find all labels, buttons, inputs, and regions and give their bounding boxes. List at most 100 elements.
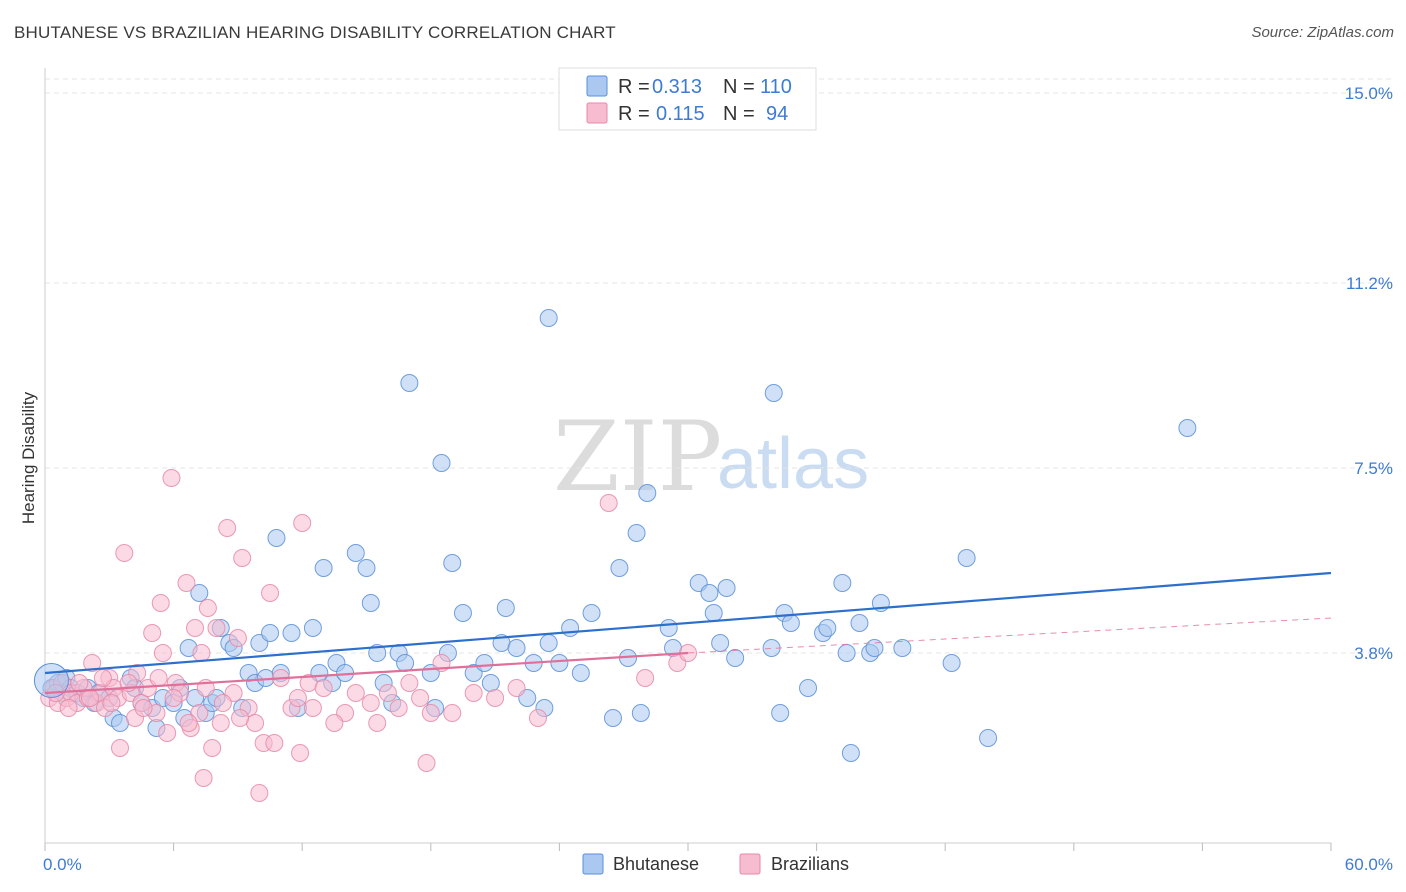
brazilians-point (246, 714, 265, 732)
brazilians-point (528, 709, 547, 727)
source-label: Source: ZipAtlas.com (1251, 24, 1394, 41)
bhutanese-point (818, 619, 837, 637)
brazilians-point (288, 689, 307, 707)
brazilians-point (102, 694, 121, 712)
bhutanese-point (726, 649, 745, 667)
brazilians-point (83, 654, 102, 672)
brazilians-point (158, 724, 177, 742)
brazilians-point (111, 739, 130, 757)
brazilians-point (162, 469, 181, 487)
bhutanese-point (432, 454, 451, 472)
brazilians-point (231, 709, 250, 727)
brazilians-point (228, 629, 247, 647)
brazilians-point (93, 669, 112, 687)
bottom-legend-label-bhutanese: Bhutanese (613, 854, 699, 874)
legend-r-label-0: R = (618, 76, 650, 98)
bhutanese-point (475, 654, 494, 672)
bhutanese-point (496, 599, 515, 617)
brazilians-point (261, 584, 280, 602)
bottom-legend-label-brazilians: Brazilians (771, 854, 849, 874)
bhutanese-point (282, 624, 301, 642)
bhutanese-point (942, 654, 961, 672)
brazilians-point (486, 689, 505, 707)
brazilians-point (464, 684, 483, 702)
brazilians-point (361, 694, 380, 712)
bhutanese-point (368, 644, 387, 662)
bhutanese-point (610, 559, 629, 577)
brazilians-point (400, 674, 419, 692)
legend-r-label-1: R = (618, 103, 650, 125)
bhutanese-point (799, 679, 818, 697)
bhutanese-point (550, 654, 569, 672)
y-tick-labels: 3.8% 7.5% 11.2% 15.0% (1345, 84, 1393, 663)
bhutanese-point (764, 384, 783, 402)
bhutanese-point (582, 604, 601, 622)
bhutanese-point (261, 624, 280, 642)
legend-n-label-0: N = (723, 76, 755, 98)
y-tick-label: 11.2% (1346, 274, 1393, 293)
brazilians-point (389, 699, 408, 717)
bhutanese-point (850, 614, 869, 632)
bhutanese-point (357, 559, 376, 577)
y-axis-label: Hearing Disability (19, 391, 38, 524)
bhutanese-point (314, 559, 333, 577)
bhutanese-point (561, 619, 580, 637)
brazilians-point (368, 714, 387, 732)
y-tick-label: 3.8% (1354, 644, 1393, 663)
bhutanese-trend-line (44, 571, 1332, 675)
bottom-legend-swatch-brazilians (739, 853, 761, 875)
watermark-atlas: atlas (717, 424, 869, 504)
bhutanese-point (443, 554, 462, 572)
bhutanese-point (717, 579, 736, 597)
legend-box: R = 0.313 N = 110 R = 0.115 N = 94 (558, 67, 817, 131)
brazilians-trend-line (44, 651, 689, 695)
legend-swatch-brazilians (586, 102, 608, 124)
brazilians-point (198, 599, 217, 617)
brazilians-point (599, 494, 618, 512)
bhutanese-point (781, 614, 800, 632)
bhutanese-point (267, 529, 286, 547)
brazilians-point (151, 594, 170, 612)
brazilians-point (636, 669, 655, 687)
brazilians-point (213, 694, 232, 712)
data-points (33, 309, 1197, 802)
brazilians-point (314, 679, 333, 697)
brazilians-point (421, 704, 440, 722)
brazilians-point (250, 784, 269, 802)
bhutanese-point (771, 704, 790, 722)
brazilians-point (507, 679, 526, 697)
brazilians-point (293, 514, 312, 532)
bhutanese-point (111, 714, 130, 732)
x-tick-label-max: 60.0% (1345, 855, 1393, 874)
bhutanese-point (190, 584, 209, 602)
bhutanese-point (507, 639, 526, 657)
brazilians-point (207, 619, 226, 637)
brazilians-point (203, 739, 222, 757)
brazilians-point (164, 689, 183, 707)
bottom-legend-swatch-bhutanese (582, 853, 604, 875)
y-tick-label: 7.5% (1354, 459, 1393, 478)
bhutanese-point (453, 604, 472, 622)
bhutanese-point (1178, 419, 1197, 437)
watermark-zip: ZIP (553, 401, 722, 513)
brazilians-point (211, 714, 230, 732)
brazilians-point (233, 549, 252, 567)
brazilians-point (115, 544, 134, 562)
brazilians-point (177, 574, 196, 592)
brazilians-point (153, 644, 172, 662)
bhutanese-point (638, 484, 657, 502)
bottom-legend: Bhutanese Brazilians (582, 853, 849, 875)
brazilians-point (291, 744, 310, 762)
brazilians-point (149, 669, 168, 687)
y-tick-label: 15.0% (1345, 84, 1393, 103)
bhutanese-point (346, 544, 365, 562)
brazilians-point (134, 699, 153, 717)
legend-n-value-0: 110 (760, 76, 792, 98)
brazilians-point (378, 684, 397, 702)
bhutanese-point (893, 639, 912, 657)
legend-n-value-1: 94 (766, 103, 788, 125)
bhutanese-point (833, 574, 852, 592)
brazilians-point (325, 714, 344, 732)
brazilians-point (70, 674, 89, 692)
brazilians-point (218, 519, 237, 537)
